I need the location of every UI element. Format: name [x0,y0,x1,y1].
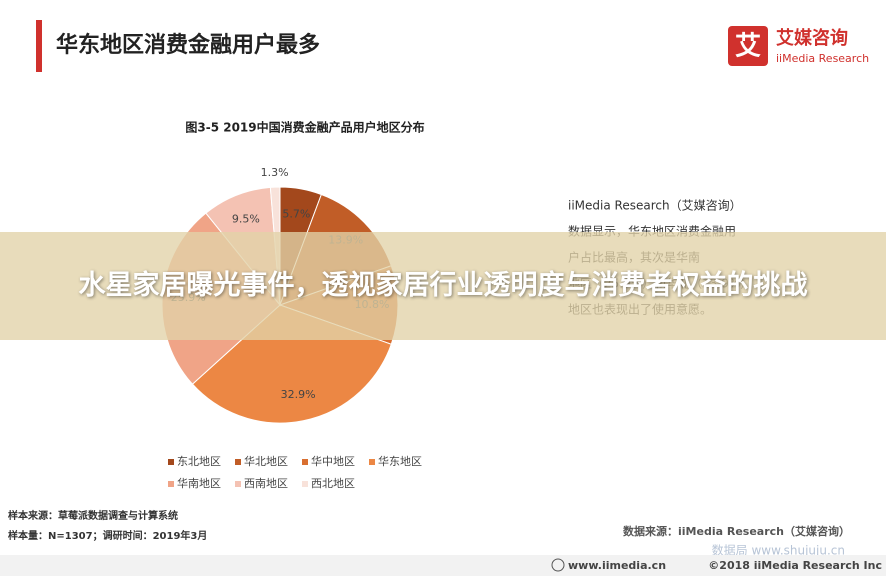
web-icon [551,558,565,572]
logo-glyph: 艾 [735,32,761,62]
logo-name: 艾媒咨询 [776,27,848,49]
legend-swatch [369,459,375,465]
footer-band [0,555,886,576]
legend-label: 西南地区 [244,477,288,490]
legend-label: 华东地区 [378,454,422,468]
legend-swatch [302,481,308,487]
legend-swatch [235,481,241,487]
sample-size: 样本量：N=1307；调研时间：2019年3月 [8,529,207,542]
website: www.iimedia.cn [568,559,666,572]
data-label: 9.5% [232,213,260,226]
banner-text: 水星家居曝光事件，透视家居行业透明度与消费者权益的挑战 [78,270,808,301]
logo-mark [728,26,768,66]
copyright: ©2018 iiMedia Research Inc [708,559,882,572]
legend-label: 西北地区 [311,477,355,490]
watermark: 数据局 www.shujuju.cn [712,543,845,558]
data-label: 1.3% [261,166,289,179]
legend-label: 华中地区 [311,454,355,468]
data-label: 32.9% [281,388,316,401]
data-label: 5.7% [282,207,310,220]
legend-label: 东北地区 [177,455,221,468]
banner: 水星家居曝光事件，透视家居行业透明度与消费者权益的挑战 [0,232,886,340]
note-line: iiMedia Research（艾媒咨询） [568,198,742,213]
legend-swatch [235,459,241,465]
legend-label: 华北地区 [244,454,288,468]
legend-swatch [302,459,308,465]
slide-title: 华东地区消费金融用户最多 [56,32,320,58]
sample-source: 样本来源：草莓派数据调查与计算系统 [8,509,178,522]
logo-sub: iiMedia Research [776,52,869,65]
legend-swatch [168,481,174,487]
legend-label: 华南地区 [177,476,221,490]
chart-title: 图3-5 2019中国消费金融产品用户地区分布 [185,120,424,135]
legend-swatch [168,459,174,465]
title-accent [36,20,42,72]
data-source: 数据来源：iiMedia Research（艾媒咨询） [623,524,850,538]
